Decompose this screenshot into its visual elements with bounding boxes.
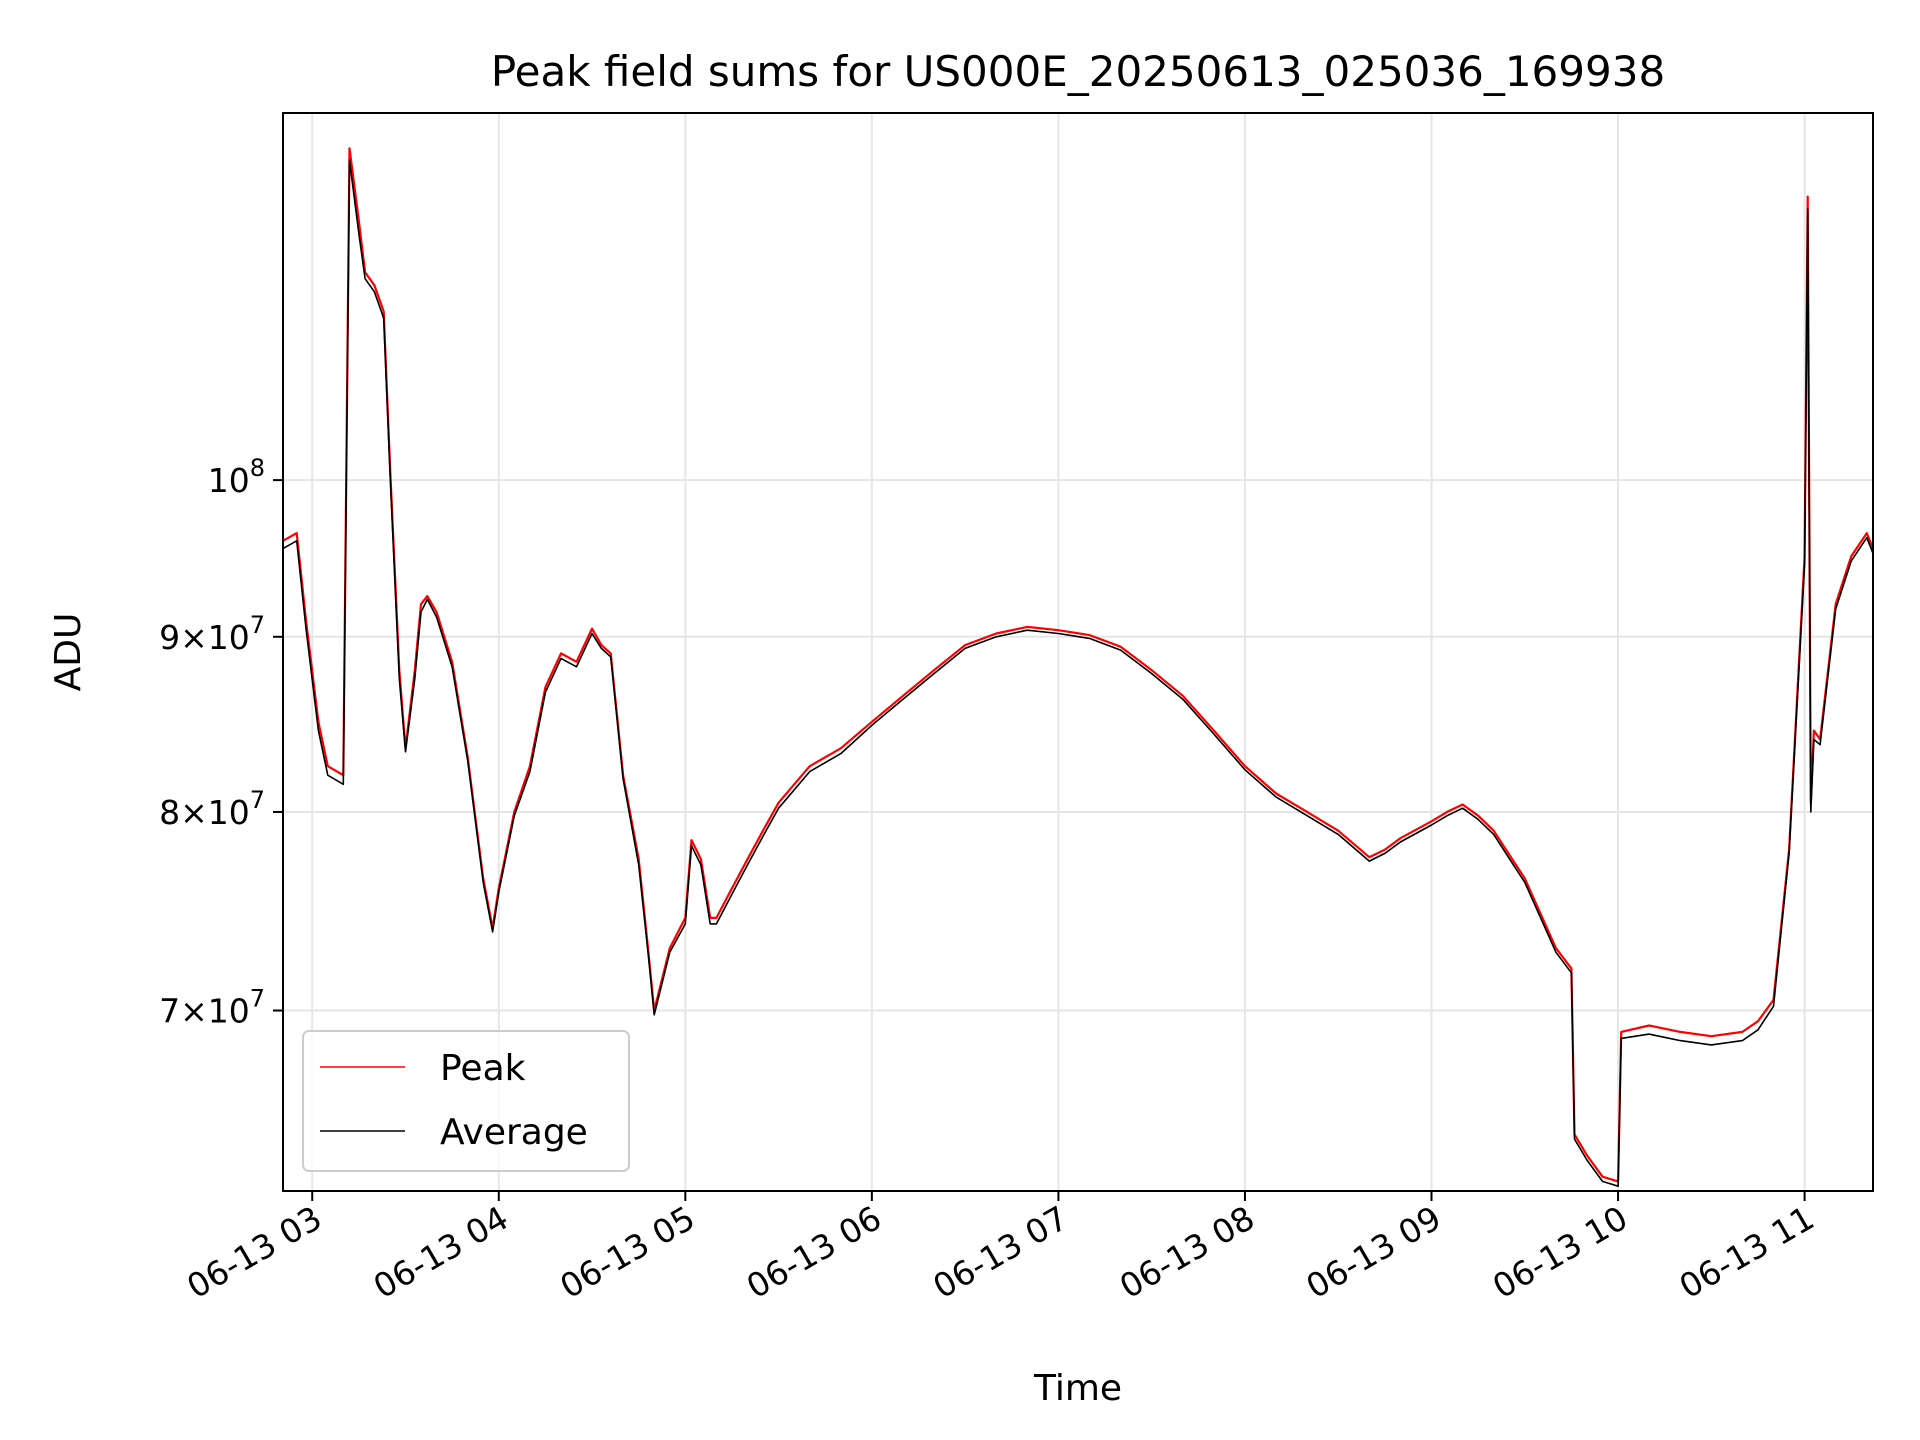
- plot-area-frame: [282, 112, 1874, 1192]
- series-line-peak: [282, 147, 1875, 1183]
- y-tick-label: 7×107: [159, 985, 265, 1031]
- gridlines: [283, 113, 1873, 1191]
- y-axis-ticks: 7×107 8×107 9×107 108: [159, 454, 283, 1031]
- legend: Peak Average: [302, 1030, 630, 1172]
- legend-label-average: Average: [440, 1112, 588, 1153]
- chart-title: Peak field sums for US000E_20250613_0250…: [491, 47, 1665, 96]
- series-line-average: [282, 159, 1874, 1187]
- y-tick-label: 108: [208, 454, 265, 500]
- x-axis-title: Time: [1033, 1368, 1122, 1409]
- y-axis-title: ADU: [48, 613, 89, 692]
- y-tick-label: 8×107: [159, 786, 265, 832]
- series-lines: [282, 147, 1875, 1187]
- y-tick-label: 9×107: [159, 611, 265, 657]
- legend-box: [302, 1030, 630, 1172]
- legend-label-peak: Peak: [440, 1048, 526, 1089]
